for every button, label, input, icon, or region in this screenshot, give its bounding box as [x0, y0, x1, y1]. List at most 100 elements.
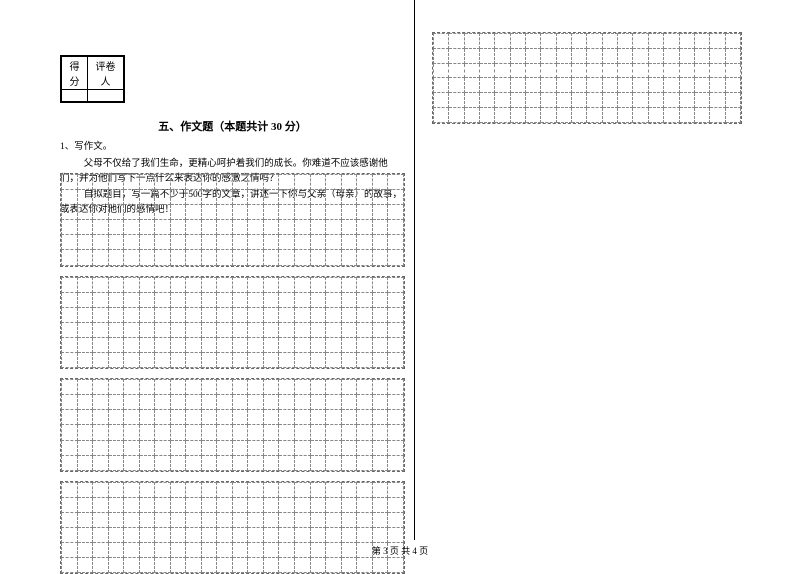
grid-cell	[124, 175, 140, 190]
grid-cell	[449, 34, 464, 49]
grid-cell	[679, 78, 694, 93]
grid-cell	[263, 307, 279, 322]
grid-cell	[248, 235, 264, 250]
grid-cell	[357, 482, 373, 497]
grid-cell	[310, 512, 326, 527]
grid-cell	[232, 190, 248, 205]
grid-cell	[388, 410, 404, 425]
grid-cell	[248, 277, 264, 292]
grid-cell	[279, 527, 295, 542]
grid-cell	[186, 455, 202, 470]
grid-cell	[77, 395, 93, 410]
grid-cell	[77, 277, 93, 292]
grid-cell	[372, 292, 388, 307]
grid-cell	[186, 395, 202, 410]
grid-cell	[664, 63, 679, 78]
grid-cell	[263, 190, 279, 205]
grid-cell	[694, 93, 709, 108]
grid-cell	[217, 250, 233, 265]
grid-cell	[77, 307, 93, 322]
grid-cell	[186, 277, 202, 292]
grid-cell	[357, 205, 373, 220]
grid-cell	[449, 78, 464, 93]
writing-grid	[60, 173, 405, 267]
grid-cell	[108, 175, 124, 190]
grid-cell	[217, 175, 233, 190]
grid-cell	[310, 395, 326, 410]
grid-cell	[372, 190, 388, 205]
grid-cell	[263, 277, 279, 292]
grid-cell	[633, 34, 648, 49]
grid-cell	[62, 395, 78, 410]
grid-cell	[170, 410, 186, 425]
grid-cell	[633, 107, 648, 122]
grid-cell	[62, 410, 78, 425]
grid-cell	[186, 410, 202, 425]
grid-cell	[62, 220, 78, 235]
writing-grid	[60, 378, 405, 472]
grid-cell	[449, 63, 464, 78]
grid-cell	[186, 220, 202, 235]
grid-cell	[326, 455, 342, 470]
grid-cell	[556, 34, 571, 49]
grid-cell	[495, 48, 510, 63]
grid-cell	[170, 527, 186, 542]
grid-cell	[388, 440, 404, 455]
grid-cell	[248, 512, 264, 527]
grid-cell	[170, 220, 186, 235]
grid-cell	[139, 205, 155, 220]
grid-cell	[248, 410, 264, 425]
grid-cell	[77, 455, 93, 470]
grid-cell	[310, 277, 326, 292]
grid-cell	[310, 205, 326, 220]
grid-cell	[77, 337, 93, 352]
grid-cell	[310, 307, 326, 322]
grid-cell	[526, 93, 541, 108]
grid-cell	[186, 380, 202, 395]
grid-cell	[93, 235, 109, 250]
grid-cell	[108, 250, 124, 265]
grid-cell	[587, 48, 602, 63]
grid-cell	[217, 395, 233, 410]
grid-cell	[93, 558, 109, 573]
grid-cell	[93, 190, 109, 205]
grid-cell	[326, 527, 342, 542]
grid-cell	[124, 292, 140, 307]
grid-cell	[602, 63, 617, 78]
grid-cell	[108, 425, 124, 440]
grid-cell	[124, 527, 140, 542]
grid-cell	[124, 337, 140, 352]
grid-cell	[108, 380, 124, 395]
grid-cell	[124, 440, 140, 455]
grid-cell	[232, 380, 248, 395]
grid-cell	[62, 307, 78, 322]
grid-cell	[186, 512, 202, 527]
grid-cell	[139, 527, 155, 542]
grid-cell	[232, 205, 248, 220]
grid-cell	[186, 337, 202, 352]
grid-cell	[139, 497, 155, 512]
grid-cell	[62, 527, 78, 542]
grid-cell	[201, 235, 217, 250]
grid-cell	[232, 337, 248, 352]
grid-cell	[480, 48, 495, 63]
grid-cell	[263, 292, 279, 307]
grid-cell	[294, 527, 310, 542]
grid-cell	[201, 512, 217, 527]
grid-cell	[326, 307, 342, 322]
grid-cell	[124, 395, 140, 410]
grid-cell	[232, 220, 248, 235]
grid-cell	[294, 353, 310, 368]
grid-cell	[248, 220, 264, 235]
grid-cell	[155, 558, 171, 573]
grid-cell	[341, 190, 357, 205]
grid-cell	[263, 482, 279, 497]
grid-cell	[108, 512, 124, 527]
grid-cell	[372, 250, 388, 265]
grid-cell	[186, 425, 202, 440]
grid-cell	[388, 220, 404, 235]
grid-cell	[294, 482, 310, 497]
grid-cell	[139, 425, 155, 440]
grid-cell	[124, 322, 140, 337]
grid-cell	[694, 63, 709, 78]
